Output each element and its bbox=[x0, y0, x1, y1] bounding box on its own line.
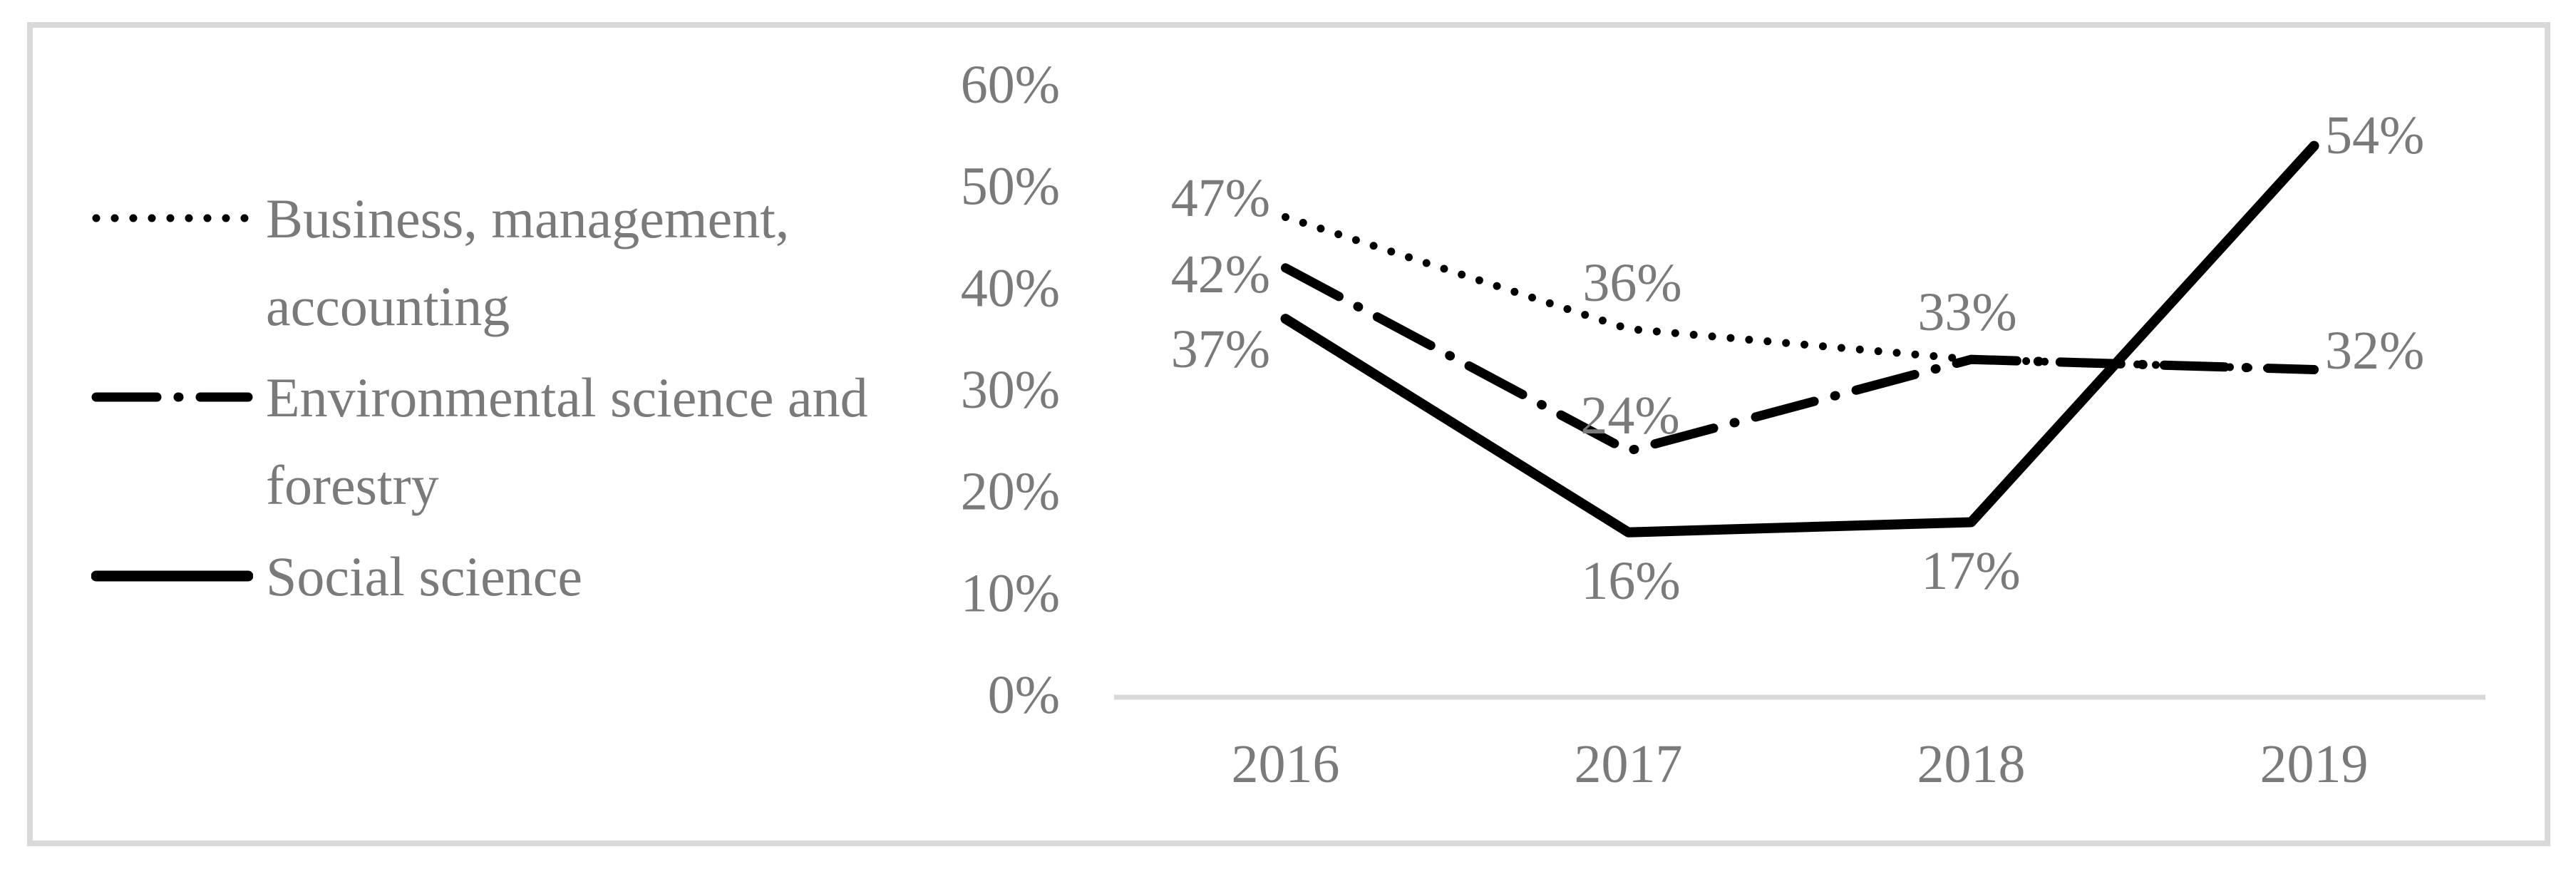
data-label: 16% bbox=[1581, 551, 1680, 611]
data-label: 37% bbox=[1171, 319, 1270, 379]
data-label: 24% bbox=[1580, 386, 1679, 446]
dash-dot-line-sample-icon bbox=[91, 392, 253, 402]
y-tick-label: 40% bbox=[961, 258, 1060, 318]
y-tick-label: 10% bbox=[961, 563, 1060, 623]
x-tick-label: 2016 bbox=[1232, 734, 1340, 794]
data-label: 47% bbox=[1171, 168, 1270, 228]
legend-item-environmental: Environmental science and forestry bbox=[91, 354, 1036, 529]
data-label: 54% bbox=[2325, 106, 2424, 165]
data-label: 32% bbox=[2325, 321, 2424, 381]
series-line-dotted bbox=[1282, 212, 2318, 374]
data-label: 36% bbox=[1582, 253, 1681, 313]
data-label: 42% bbox=[1171, 245, 1270, 304]
y-tick-label: 60% bbox=[961, 55, 1060, 115]
legend-label-business: Business, management, accounting bbox=[266, 187, 790, 337]
dotted-line-sample-icon bbox=[92, 214, 252, 222]
series-line-dash-dot bbox=[1281, 263, 2319, 456]
legend-item-business: Business, management, accounting bbox=[91, 175, 1036, 350]
x-tick-label: 2018 bbox=[1917, 734, 2026, 794]
y-tick-label: 50% bbox=[961, 157, 1060, 217]
series-line-solid bbox=[1280, 140, 2319, 538]
legend-label-environmental: Environmental science and forestry bbox=[266, 366, 868, 516]
solid-line-sample-icon bbox=[91, 570, 253, 582]
y-tick-label: 30% bbox=[961, 360, 1060, 420]
data-label: 33% bbox=[1917, 282, 2016, 342]
x-tick-label: 2019 bbox=[2260, 734, 2369, 794]
legend-item-social: Social science bbox=[91, 533, 1036, 620]
data-label: 17% bbox=[1921, 541, 2020, 601]
legend-label-social: Social science bbox=[266, 545, 582, 607]
figure-frame bbox=[27, 22, 2550, 846]
y-tick-label: 20% bbox=[961, 462, 1060, 522]
x-tick-label: 2017 bbox=[1575, 734, 1683, 794]
y-tick-label: 0% bbox=[988, 665, 1060, 725]
